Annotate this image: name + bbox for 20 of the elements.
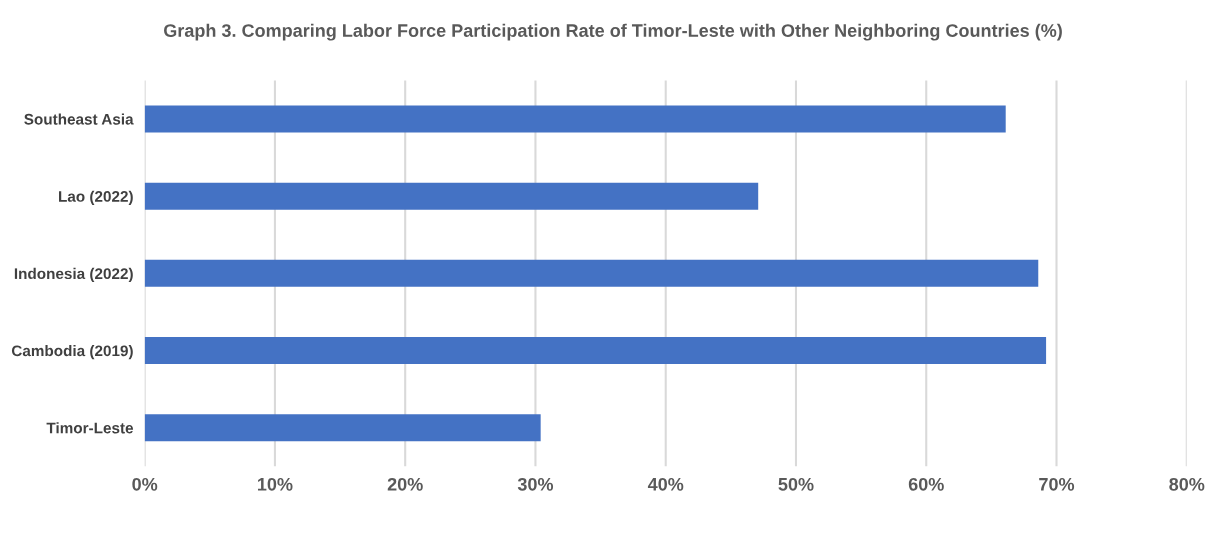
chart-title: Graph 3. Comparing Labor Force Participation Rate of Timor-Leste with Other Neighboring Countries (%) — [164, 23, 1062, 41]
y-tick-label: Southeast Asia — [24, 113, 134, 125]
bar — [144, 259, 1039, 287]
x-tick-label: 10% — [258, 477, 293, 491]
bar — [144, 414, 541, 442]
x-tick-label: 50% — [778, 477, 814, 491]
x-tick-label: 60% — [908, 477, 944, 491]
y-tick-label: Timor-Leste — [46, 422, 134, 434]
x-tick-label: 20% — [387, 477, 423, 491]
y-tick-label: Lao (2022) — [59, 190, 133, 205]
x-tick-label: 80% — [1169, 477, 1205, 491]
bar — [144, 182, 759, 210]
x-tick-label: 30% — [517, 477, 554, 491]
y-tick-label: Indonesia (2022) — [14, 267, 133, 283]
y-tick-label: Cambodia (2019) — [11, 345, 133, 360]
bar — [144, 337, 1047, 365]
x-tick-label: 40% — [647, 477, 684, 491]
x-tick-label: 70% — [1039, 477, 1075, 491]
x-tick-label: 0% — [132, 477, 158, 491]
bar — [144, 105, 1006, 133]
